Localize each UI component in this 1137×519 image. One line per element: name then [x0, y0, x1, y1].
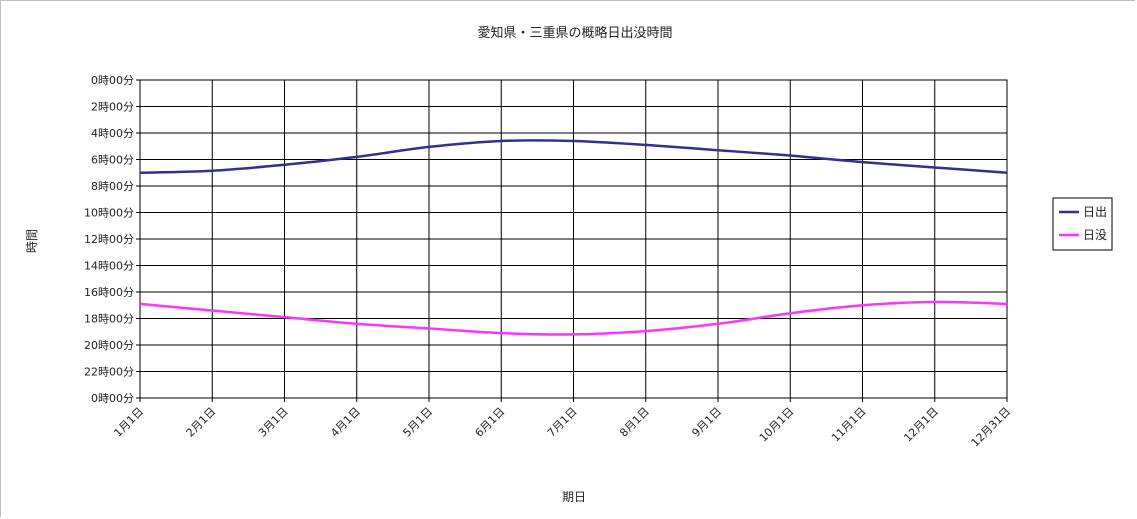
y-tick-label: 22時00分	[84, 366, 134, 379]
y-tick-label: 4時00分	[91, 127, 134, 140]
x-tick-label: 12月1日	[901, 405, 941, 445]
x-axis-title: 期日	[562, 490, 586, 504]
y-tick-label: 0時00分	[91, 74, 134, 87]
y-tick-label: 0時00分	[91, 392, 134, 405]
x-tick-label: 2月1日	[184, 405, 219, 440]
x-tick-label: 3月1日	[256, 405, 291, 440]
x-tick-label: 10月1日	[757, 405, 797, 445]
x-tick-label: 6月1日	[473, 405, 508, 440]
series-lines	[139, 139, 1008, 336]
x-tick-label: 7月1日	[545, 405, 580, 440]
x-tick-label: 11月1日	[829, 405, 869, 445]
x-tick-label: 9月1日	[689, 405, 724, 440]
series-line-sunset	[139, 300, 1008, 336]
y-tick-label: 8時00分	[91, 180, 134, 193]
x-tick-label: 12月31日	[969, 405, 1014, 450]
plot-grid	[136, 79, 1008, 402]
y-tick-label: 12時00分	[84, 233, 134, 246]
x-tick-labels: 1月1日 2月1日 3月1日 4月1日 5月1日 6月1日 7月1日 8月1日 9月1日 10月1…	[111, 405, 1013, 450]
legend-label: 日没	[1083, 227, 1107, 242]
y-tick-label: 10時00分	[84, 207, 134, 220]
y-tick-label: 20時00分	[84, 339, 134, 352]
plot-border	[139, 79, 1008, 399]
y-tick-labels: 0時00分 2時00分 4時00分 6時00分 8時00分 10時00分 12時00分 14時…	[84, 74, 134, 405]
legend-label: 日出	[1083, 205, 1107, 219]
y-tick-label: 16時00分	[84, 286, 134, 299]
x-tick-label: 8月1日	[617, 405, 652, 440]
x-tick-label: 1月1日	[111, 405, 146, 440]
y-tick-label: 18時00分	[84, 313, 134, 326]
y-tick-label: 14時00分	[84, 260, 134, 273]
x-tick-label: 5月1日	[400, 405, 435, 440]
y-tick-label: 6時00分	[91, 154, 134, 167]
series-line-sunrise	[139, 139, 1008, 174]
chart-title: 愛知県・三重県の概略日出没時間	[477, 25, 672, 41]
y-axis-title: 時間	[25, 229, 39, 253]
legend-box	[1052, 197, 1113, 251]
y-tick-label: 2時00分	[91, 101, 134, 114]
x-tick-label: 4月1日	[328, 405, 363, 440]
